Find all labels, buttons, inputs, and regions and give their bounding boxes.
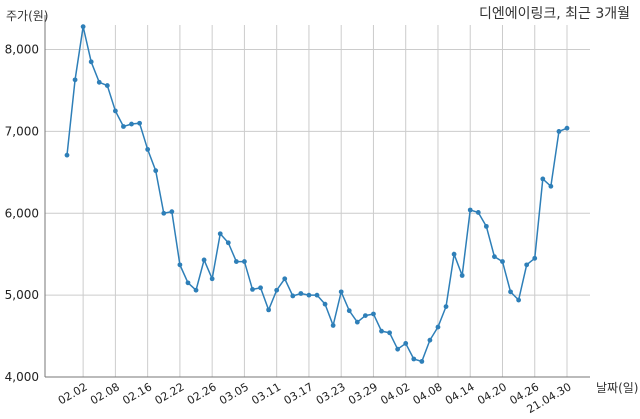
y-tick-label: 4,000 [5,370,39,384]
data-point [564,125,570,131]
x-tick-labels: 02.0202.0802.1602.2202.2603.0503.1103.17… [56,380,574,416]
data-point [72,77,78,83]
data-point [193,287,199,293]
data-point [451,251,457,257]
x-tick-label: 02.16 [120,380,154,407]
chart-title: 디엔에이링크, 최근 3개월 [479,6,630,22]
x-tick-label: 02.08 [88,380,122,407]
data-point [395,346,401,352]
data-point [379,328,384,334]
series-line [66,26,568,363]
data-point [467,207,473,213]
data-point [483,223,489,229]
data-point [121,124,126,129]
data-point [209,276,215,282]
data-point [403,341,409,346]
data-point [540,176,546,182]
data-point [217,231,223,237]
data-point [145,147,151,152]
data-point [443,304,449,309]
data-point [258,285,263,291]
x-tick-label: 02.22 [153,380,187,407]
data-point [161,210,167,216]
data-point [532,255,538,261]
chart-axes [44,15,590,378]
data-point [411,356,417,362]
data-point [314,292,320,298]
x-tick-label: 04.02 [378,380,412,407]
data-point [508,289,513,295]
data-point [282,276,288,282]
x-tick-label: 03.05 [217,380,251,407]
data-point [64,152,70,158]
y-tick-label: 8,000 [5,43,39,57]
data-point [475,210,481,215]
y-axis-label: 주가(원) [6,9,48,23]
grid-lines [45,25,590,378]
data-point [169,209,175,215]
data-point [177,262,183,268]
y-tick-label: 5,000 [5,288,39,302]
data-point [500,259,505,264]
x-tick-label: 04.14 [443,380,477,407]
data-point [137,120,142,126]
data-point [427,337,433,343]
data-point [322,301,328,307]
x-tick-label: 02.26 [185,380,219,407]
data-point [233,259,239,264]
data-point [225,240,231,246]
data-point [524,262,530,268]
data-point [96,79,102,85]
data-point [129,121,134,127]
y-tick-label: 6,000 [5,206,39,220]
data-point [330,323,336,328]
x-tick-label: 03.17 [282,380,316,407]
data-point [250,287,255,292]
data-point [371,311,376,317]
data-point [185,280,191,286]
data-point [346,308,352,314]
x-tick-label: 04.08 [411,380,445,407]
data-point [548,183,554,189]
y-tick-label: 7,000 [5,124,39,138]
data-point [419,359,425,364]
data-point [104,83,110,88]
data-point [362,313,368,319]
data-point [153,168,159,174]
x-axis-label: 날짜(일) [596,381,638,395]
x-tick-label: 02.02 [56,380,90,407]
data-point [201,257,207,263]
data-point [266,307,272,313]
data-point [354,319,360,325]
data-point [112,108,118,114]
x-tick-label: 04.20 [475,380,509,407]
x-tick-label: 03.11 [249,380,283,407]
x-tick-label: 03.23 [314,380,348,407]
data-point [80,24,86,30]
data-point [298,291,304,296]
data-point [338,289,344,295]
data-point [290,293,296,299]
x-tick-label: 03.29 [346,380,380,407]
data-point [516,297,522,303]
data-point [242,259,247,264]
y-tick-labels: 4,000 5,000 6,000 7,000 8,000 [5,43,39,384]
data-point [459,273,465,278]
data-point [306,292,312,298]
data-point [492,254,497,260]
data-point [88,59,94,65]
data-point [435,324,441,330]
series-points [64,24,570,364]
data-point [556,129,562,134]
data-point [274,287,280,293]
data-point [387,330,392,336]
